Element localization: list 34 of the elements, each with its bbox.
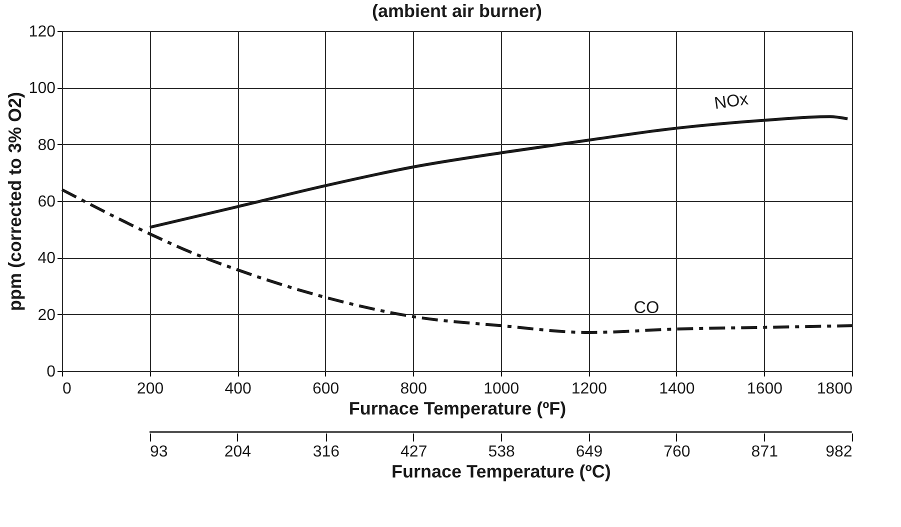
y-tick-label: 40	[38, 250, 56, 268]
y-tick-label: 60	[38, 194, 56, 210]
x-tick-label: 1800	[816, 380, 853, 398]
y-tick-label: 80	[38, 136, 56, 154]
x2-tick-label: 760	[664, 444, 690, 460]
x2-tick-label: 204	[224, 444, 252, 460]
x2-tick-label: 316	[312, 444, 340, 460]
x2-tick-label: 982	[826, 444, 852, 460]
text: NOx	[713, 89, 750, 113]
x-tick-label: 600	[312, 380, 340, 398]
x2-tick-label: 871	[751, 444, 778, 460]
y-tick-label: 120	[28, 24, 56, 40]
y-tick-label: 100	[28, 80, 56, 98]
y-tick-label: 0	[46, 364, 56, 380]
x-tick-label: 1000	[484, 380, 520, 398]
y-axis-title: ppm (corrected to 3% O2)	[4, 92, 25, 312]
x2-tick-label: 649	[576, 444, 603, 460]
x-tick-label: 1400	[659, 380, 695, 398]
x-axis-title: Furnace Temperature (ºF)	[348, 398, 566, 418]
x2-tick-label: 427	[400, 444, 428, 460]
x-tick-label: 800	[400, 380, 428, 398]
series-label: CO	[634, 298, 660, 318]
chart-title: (ambient air burner)	[372, 1, 542, 21]
x2-tick-label: 538	[488, 444, 516, 460]
line-series	[60, 188, 854, 334]
x-tick-label: 400	[224, 380, 252, 398]
x-tick-label: 1600	[746, 380, 783, 398]
y-tick-label: 20	[38, 306, 56, 324]
x2-tick-label: 93	[150, 444, 168, 460]
x-tick-label: 0	[62, 380, 72, 398]
line-series	[148, 115, 850, 229]
x2-axis-title: Furnace Temperature (ºC)	[392, 462, 611, 482]
x-tick-label: 200	[136, 380, 164, 398]
x-tick-label: 1200	[571, 380, 608, 398]
